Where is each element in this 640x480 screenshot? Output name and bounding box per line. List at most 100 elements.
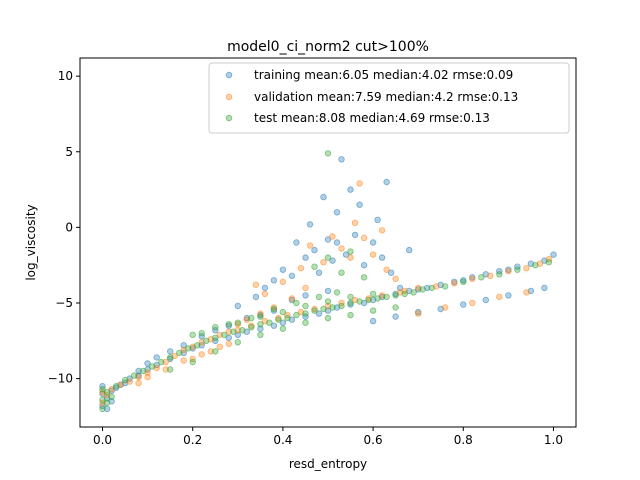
data-point <box>162 358 169 366</box>
data-point <box>469 275 476 282</box>
data-point <box>144 373 151 381</box>
legend-marker-training <box>225 71 233 79</box>
y-tick-label: 10 <box>58 69 73 83</box>
x-tick-label: 0.8 <box>454 433 473 447</box>
data-point <box>392 292 399 299</box>
data-point <box>478 274 485 281</box>
data-point <box>248 324 255 331</box>
series-2 <box>99 150 553 413</box>
data-point <box>157 358 165 366</box>
data-point <box>505 292 512 299</box>
data-point <box>545 259 553 266</box>
data-point <box>293 239 300 246</box>
series-1 <box>99 180 553 406</box>
data-point <box>112 383 120 390</box>
data-point <box>360 234 368 242</box>
data-point <box>162 366 169 373</box>
data-point <box>315 269 323 276</box>
data-point <box>203 337 210 344</box>
data-point <box>374 216 381 223</box>
x-tick-label: 1.0 <box>544 433 563 447</box>
data-point <box>257 325 264 332</box>
data-point <box>99 396 106 403</box>
data-point <box>356 201 363 208</box>
data-point <box>324 298 332 305</box>
data-point <box>193 342 201 349</box>
data-point <box>369 290 377 298</box>
data-point <box>288 272 296 279</box>
data-point <box>419 286 426 293</box>
data-point <box>302 292 309 299</box>
data-point <box>324 150 332 157</box>
data-point <box>315 310 323 317</box>
data-point <box>257 331 264 338</box>
data-point <box>166 354 174 361</box>
y-tick-label: 0 <box>65 220 73 234</box>
data-point <box>451 280 458 287</box>
data-point <box>442 283 449 290</box>
data-point <box>284 314 291 322</box>
data-point <box>103 389 111 396</box>
data-point <box>329 233 336 240</box>
data-point <box>369 317 377 325</box>
data-point <box>139 367 147 375</box>
x-axis-label: resd_entropy <box>289 457 367 471</box>
data-point <box>487 272 494 279</box>
data-point <box>383 266 390 273</box>
data-point <box>212 334 219 341</box>
data-point <box>153 364 160 372</box>
x-tick-label: 0.4 <box>273 433 292 447</box>
data-point <box>302 319 309 326</box>
data-point <box>121 376 129 384</box>
data-point <box>329 257 336 264</box>
data-point <box>248 314 255 322</box>
data-point <box>257 321 264 328</box>
data-point <box>234 302 241 310</box>
data-point <box>356 298 363 305</box>
data-point <box>257 313 264 320</box>
data-point <box>311 246 318 254</box>
data-point <box>198 330 205 337</box>
data-point <box>374 295 381 302</box>
data-point <box>392 275 399 282</box>
plot-frame <box>79 57 577 428</box>
data-point <box>252 293 260 301</box>
data-point <box>270 322 278 329</box>
data-point <box>514 266 521 273</box>
data-point <box>383 293 390 301</box>
data-point <box>130 372 138 379</box>
data-point <box>221 331 228 338</box>
data-point <box>356 180 363 187</box>
data-point <box>392 313 399 320</box>
data-point <box>338 245 345 252</box>
data-point <box>396 289 404 296</box>
data-point <box>550 251 557 258</box>
data-point <box>496 293 503 301</box>
data-point <box>279 325 287 332</box>
data-point <box>103 399 111 406</box>
data-point <box>338 156 345 163</box>
data-point <box>288 295 296 302</box>
x-tick-label: 0.0 <box>93 433 112 447</box>
data-point <box>275 316 282 323</box>
data-point <box>103 405 111 413</box>
data-point <box>302 310 309 317</box>
data-point <box>234 331 241 338</box>
data-point <box>99 405 106 413</box>
data-point <box>333 239 341 246</box>
data-point <box>279 278 287 285</box>
data-point <box>387 269 395 276</box>
x-axis: 0.0 0.2 0.4 0.6 0.8 1.0 <box>93 427 563 447</box>
data-point <box>166 366 174 373</box>
chart-title: model0_ci_norm2 cut>100% <box>227 39 429 55</box>
data-point <box>293 299 300 307</box>
data-point <box>279 266 287 273</box>
data-point <box>333 289 341 296</box>
data-point <box>329 304 336 311</box>
data-point <box>302 284 309 292</box>
data-point <box>184 345 192 352</box>
y-tick-label: 5 <box>65 145 73 159</box>
points-layer <box>99 150 557 413</box>
